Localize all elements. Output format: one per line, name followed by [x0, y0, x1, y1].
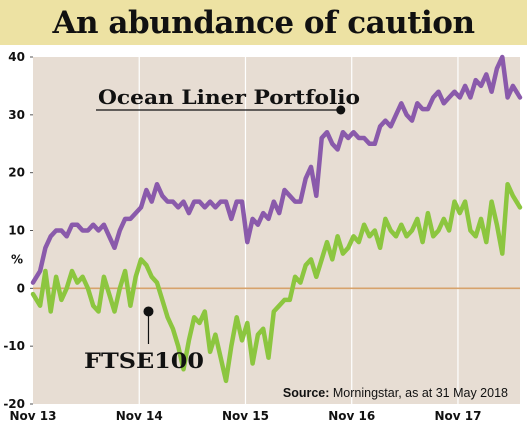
- series-line-ftse-100: [30, 181, 523, 384]
- chart-title: An abundance of caution: [52, 4, 475, 41]
- portfolio-series-label: Ocean Liner Portfolio: [98, 85, 360, 109]
- y-tick-label: 20: [8, 166, 25, 180]
- y-tick-label: 10: [8, 224, 25, 238]
- y-tick-label: -20: [3, 397, 25, 411]
- x-tick-label: Nov 13: [10, 409, 57, 423]
- y-tick-label: 40: [8, 50, 25, 64]
- source-label: Source:: [283, 386, 330, 400]
- series-line-ocean-liner-portfolio: [30, 54, 523, 285]
- x-tick-label: Nov 14: [116, 409, 163, 423]
- x-tick-label: Nov 17: [434, 409, 481, 423]
- source-text: Morningstar, as at 31 May 2018: [329, 386, 508, 400]
- ftse-annotation-dot: [143, 306, 154, 317]
- portfolio-annotation-dot: [336, 105, 346, 115]
- ftse-series-label: FTSE100: [84, 348, 204, 373]
- title-bar: An abundance of caution: [0, 0, 527, 45]
- source-note: Source: Morningstar, as at 31 May 2018: [283, 386, 508, 400]
- x-tick-label: Nov 16: [328, 409, 375, 423]
- y-tick-label: -10: [3, 339, 25, 353]
- y-tick-label: 0: [17, 281, 25, 295]
- y-tick-label: 30: [8, 108, 25, 122]
- y-unit-label: %: [11, 252, 23, 266]
- x-tick-label: Nov 15: [222, 409, 269, 423]
